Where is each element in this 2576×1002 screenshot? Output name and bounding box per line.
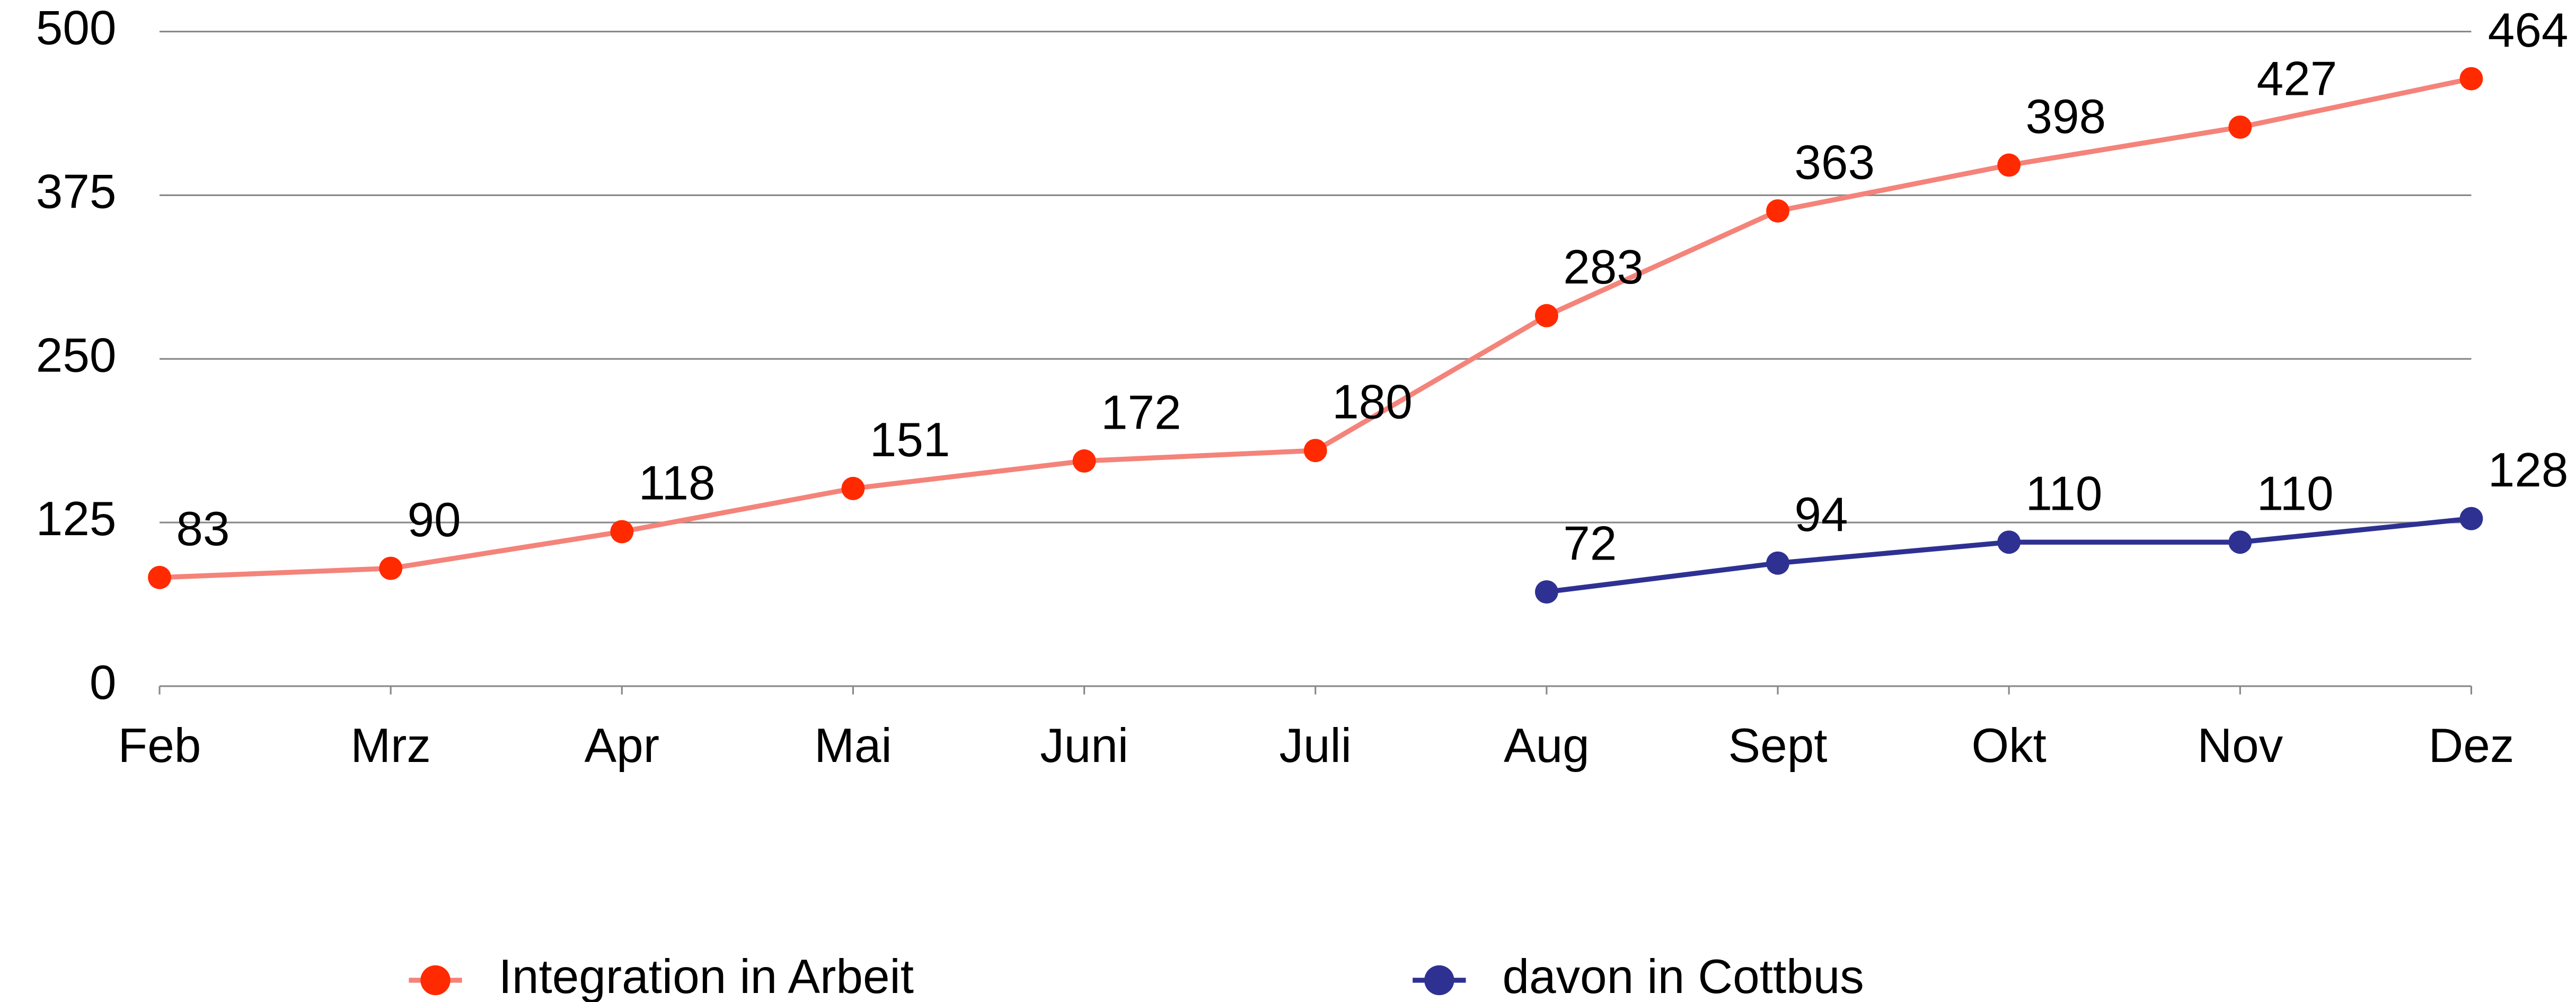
data-label: 427 (2257, 52, 2337, 105)
data-point (148, 566, 171, 589)
legend-marker (420, 965, 450, 995)
data-label: 110 (2257, 467, 2334, 521)
x-tick-label: Mrz (350, 719, 430, 773)
y-tick-label: 125 (36, 492, 117, 546)
data-label: 172 (1101, 386, 1181, 439)
y-tick-label: 250 (36, 329, 117, 382)
x-tick-label: Aug (1504, 719, 1590, 773)
x-tick-label: Sept (1728, 719, 1828, 773)
data-point (1766, 199, 1789, 223)
x-tick-label: Apr (585, 719, 659, 773)
y-tick-label: 0 (90, 656, 117, 710)
data-label: 363 (1794, 136, 1875, 189)
y-tick-label: 500 (36, 2, 117, 55)
data-label: 128 (2488, 444, 2569, 497)
data-label: 180 (1332, 376, 1413, 429)
data-label: 398 (2026, 90, 2106, 144)
data-point (1073, 449, 1096, 473)
data-label: 118 (639, 457, 716, 510)
data-label: 72 (1563, 517, 1617, 570)
x-tick-label: Juni (1040, 719, 1128, 773)
x-tick-label: Okt (1971, 719, 2046, 773)
x-tick-label: Nov (2197, 719, 2283, 773)
data-point (2460, 507, 2483, 530)
x-tick-label: Feb (118, 719, 201, 773)
data-point (2228, 530, 2252, 554)
data-point (379, 557, 402, 580)
data-point (2460, 67, 2483, 91)
data-label: 151 (870, 413, 950, 467)
data-label: 464 (2488, 4, 2569, 57)
chart: 0 125 250 375 500 Feb Mrz Apr Mai Juni Juli Aug Sept… (0, 0, 2576, 1002)
data-label: 94 (1794, 488, 1848, 542)
data-point (1766, 552, 1789, 575)
x-tick-label: Juli (1280, 719, 1352, 773)
data-point (610, 520, 633, 543)
data-label: 90 (408, 493, 461, 547)
series-line (160, 79, 2471, 578)
y-tick-label: 375 (36, 165, 117, 218)
legend-marker (1424, 965, 1454, 995)
data-point (1535, 580, 1558, 604)
data-point (1304, 439, 1327, 462)
data-label: 83 (176, 502, 230, 556)
x-tick-label: Mai (814, 719, 892, 773)
data-label: 283 (1563, 241, 1644, 294)
legend-label: Integration in Arbeit (499, 950, 914, 1002)
data-label: 110 (2026, 467, 2103, 521)
x-tick-label: Dez (2429, 719, 2515, 773)
series-line (1547, 519, 2472, 592)
data-point (2228, 116, 2252, 139)
data-point (1997, 154, 2021, 177)
legend-label: davon in Cottbus (1502, 950, 1864, 1002)
data-point (1535, 304, 1558, 327)
data-point (841, 477, 864, 500)
data-point (1997, 530, 2021, 554)
